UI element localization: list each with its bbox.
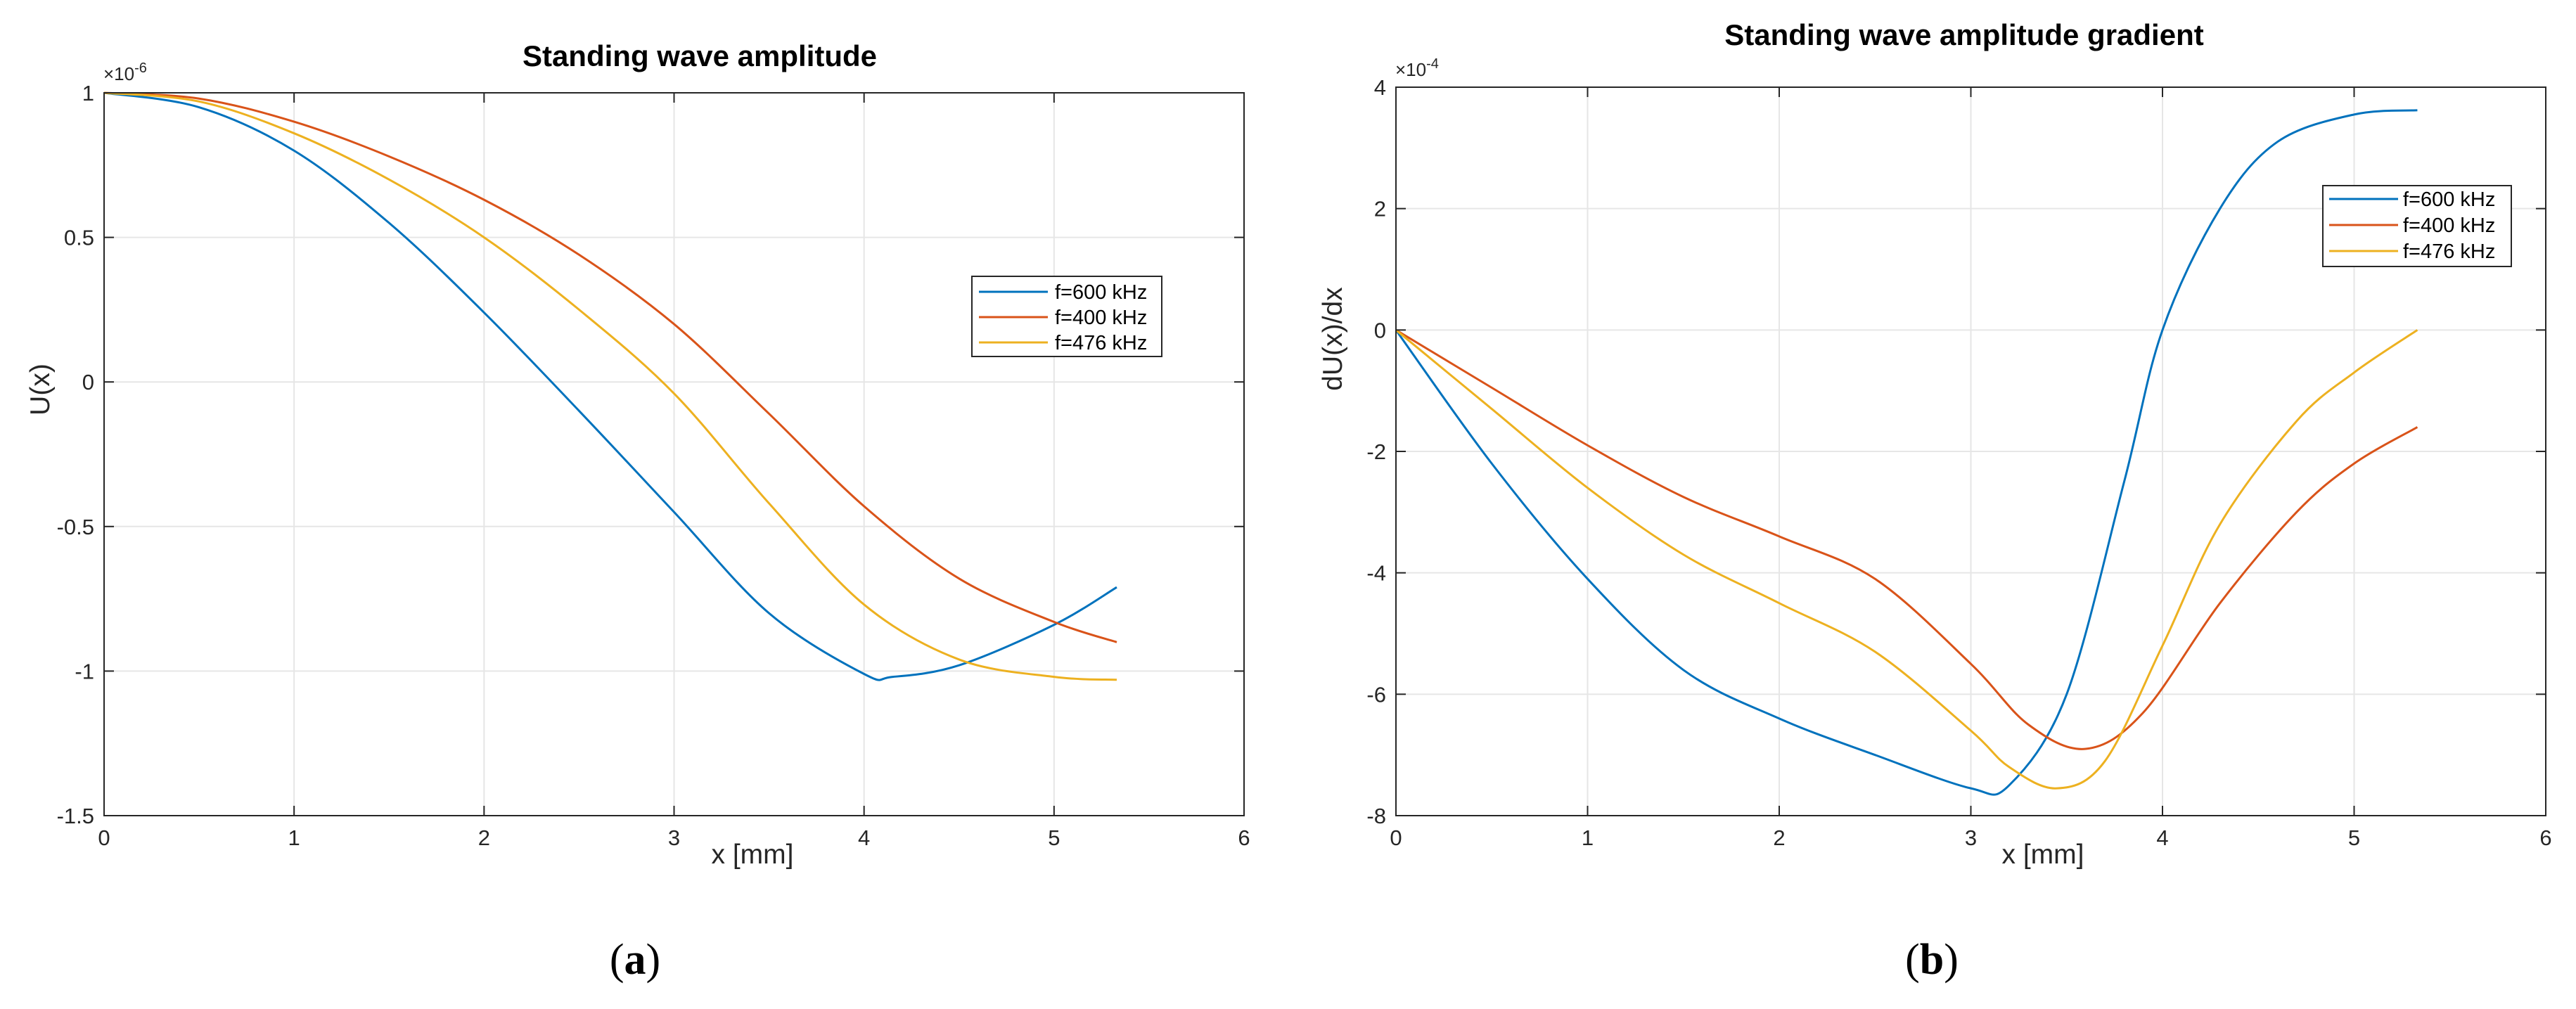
panel-a-axes [103,92,1245,816]
panel-a-series [103,91,1117,681]
panel-a-tick-labels: 0 1 2 3 4 5 6 -1.5 -1 -0.5 0 0.5 1 [57,81,1250,850]
panel-b-axes [1395,86,2546,816]
panel-b-legend-label-0: f=600 kHz [2403,188,2495,211]
panel-a-ytick-label-4: 0.5 [64,226,94,250]
panel-b-x-label: x [mm] [2002,840,2084,870]
panel-a-legend-label-0: f=600 kHz [1055,281,1147,304]
panel-b-legend-label-2: f=476 kHz [2403,240,2495,263]
panel-a: 0 1 2 3 4 5 6 -1.5 -1 -0.5 0 0.5 1 Standing wave amp… [25,39,1250,984]
panel-b-series-2 [1395,329,2418,790]
panel-b-series [1395,109,2418,796]
panel-b-caption-letter: b [1920,936,1944,984]
panel-b-ytick-label-5: 2 [1374,197,1386,221]
panel-b-ytick-label-3: -2 [1366,439,1386,464]
panel-b-series-1 [1395,329,2418,750]
panel-a-xtick-label-1: 1 [288,825,300,850]
panel-a-y-multiplier-base: ×10 [103,63,134,84]
panel-a-ytick-label-2: -0.5 [57,515,94,539]
panel-a-caption-letter: a [624,936,646,984]
panel-b-caption: (b) [1905,936,1959,984]
panel-a-xtick-label-2: 2 [478,825,490,850]
panel-a-series-0 [103,91,1117,681]
panel-a-ytick-label-3: 0 [82,370,94,394]
panel-a-legend-label-1: f=400 kHz [1055,307,1147,329]
panel-b-ytick-label-2: -4 [1366,561,1386,586]
panel-b-xtick-label-5: 5 [2348,825,2360,850]
panel-b: 0 1 2 3 4 5 6 -8 -6 -4 -2 0 2 4 Standing wave amplitu… [1318,18,2552,984]
panel-a-x-label: x [mm] [712,840,794,870]
panel-a-title: Standing wave amplitude [523,39,877,72]
panel-a-caption: (a) [610,936,660,984]
panel-b-series-0 [1395,109,2418,796]
panel-a-legend: f=600 kHz f=400 kHz f=476 kHz [971,276,1162,357]
panel-b-ytick-label-6: 4 [1374,75,1386,100]
panel-b-y-multiplier-base: ×10 [1395,59,1426,80]
panel-b-xtick-label-6: 6 [2539,825,2551,850]
panel-b-legend: f=600 kHz f=400 kHz f=476 kHz [2322,185,2512,267]
panel-a-grid [103,92,1245,816]
panel-b-ytick-label-4: 0 [1374,318,1386,342]
panel-a-xtick-label-4: 4 [858,825,870,850]
panel-b-xtick-label-4: 4 [2156,825,2168,850]
panel-a-xtick-label-3: 3 [668,825,680,850]
panel-b-y-label: dU(x)/dx [1318,287,1348,391]
panel-a-series-1 [103,91,1117,643]
panel-a-y-multiplier: ×10-6 [103,60,147,84]
panel-b-xtick-label-0: 0 [1390,825,1402,850]
panel-b-ytick-label-0: -8 [1366,804,1386,828]
panel-a-legend-label-2: f=476 kHz [1055,332,1147,354]
panel-b-title: Standing wave amplitude gradient [1724,18,2203,51]
panel-b-y-multiplier-exp: -4 [1426,56,1439,72]
panel-b-xtick-label-1: 1 [1582,825,1594,850]
panel-a-ytick-label-0: -1.5 [57,804,94,828]
panel-a-y-multiplier-exp: -6 [134,60,147,76]
panel-a-y-label: U(x) [25,364,56,416]
panel-b-tick-labels: 0 1 2 3 4 5 6 -8 -6 -4 -2 0 2 4 [1366,75,2551,850]
panel-b-y-multiplier: ×10-4 [1395,56,1439,80]
panel-a-xtick-label-6: 6 [1238,825,1250,850]
panel-a-xtick-label-5: 5 [1048,825,1060,850]
panel-b-legend-label-1: f=400 kHz [2403,214,2495,237]
panel-a-ytick-label-5: 1 [82,81,94,105]
panel-b-xtick-label-2: 2 [1773,825,1785,850]
panel-a-xtick-label-0: 0 [98,825,110,850]
panel-b-ytick-label-1: -6 [1366,682,1386,707]
panel-b-xtick-label-3: 3 [1965,825,1977,850]
panel-a-series-2 [103,91,1117,681]
panel-a-ytick-label-1: -1 [75,659,94,683]
